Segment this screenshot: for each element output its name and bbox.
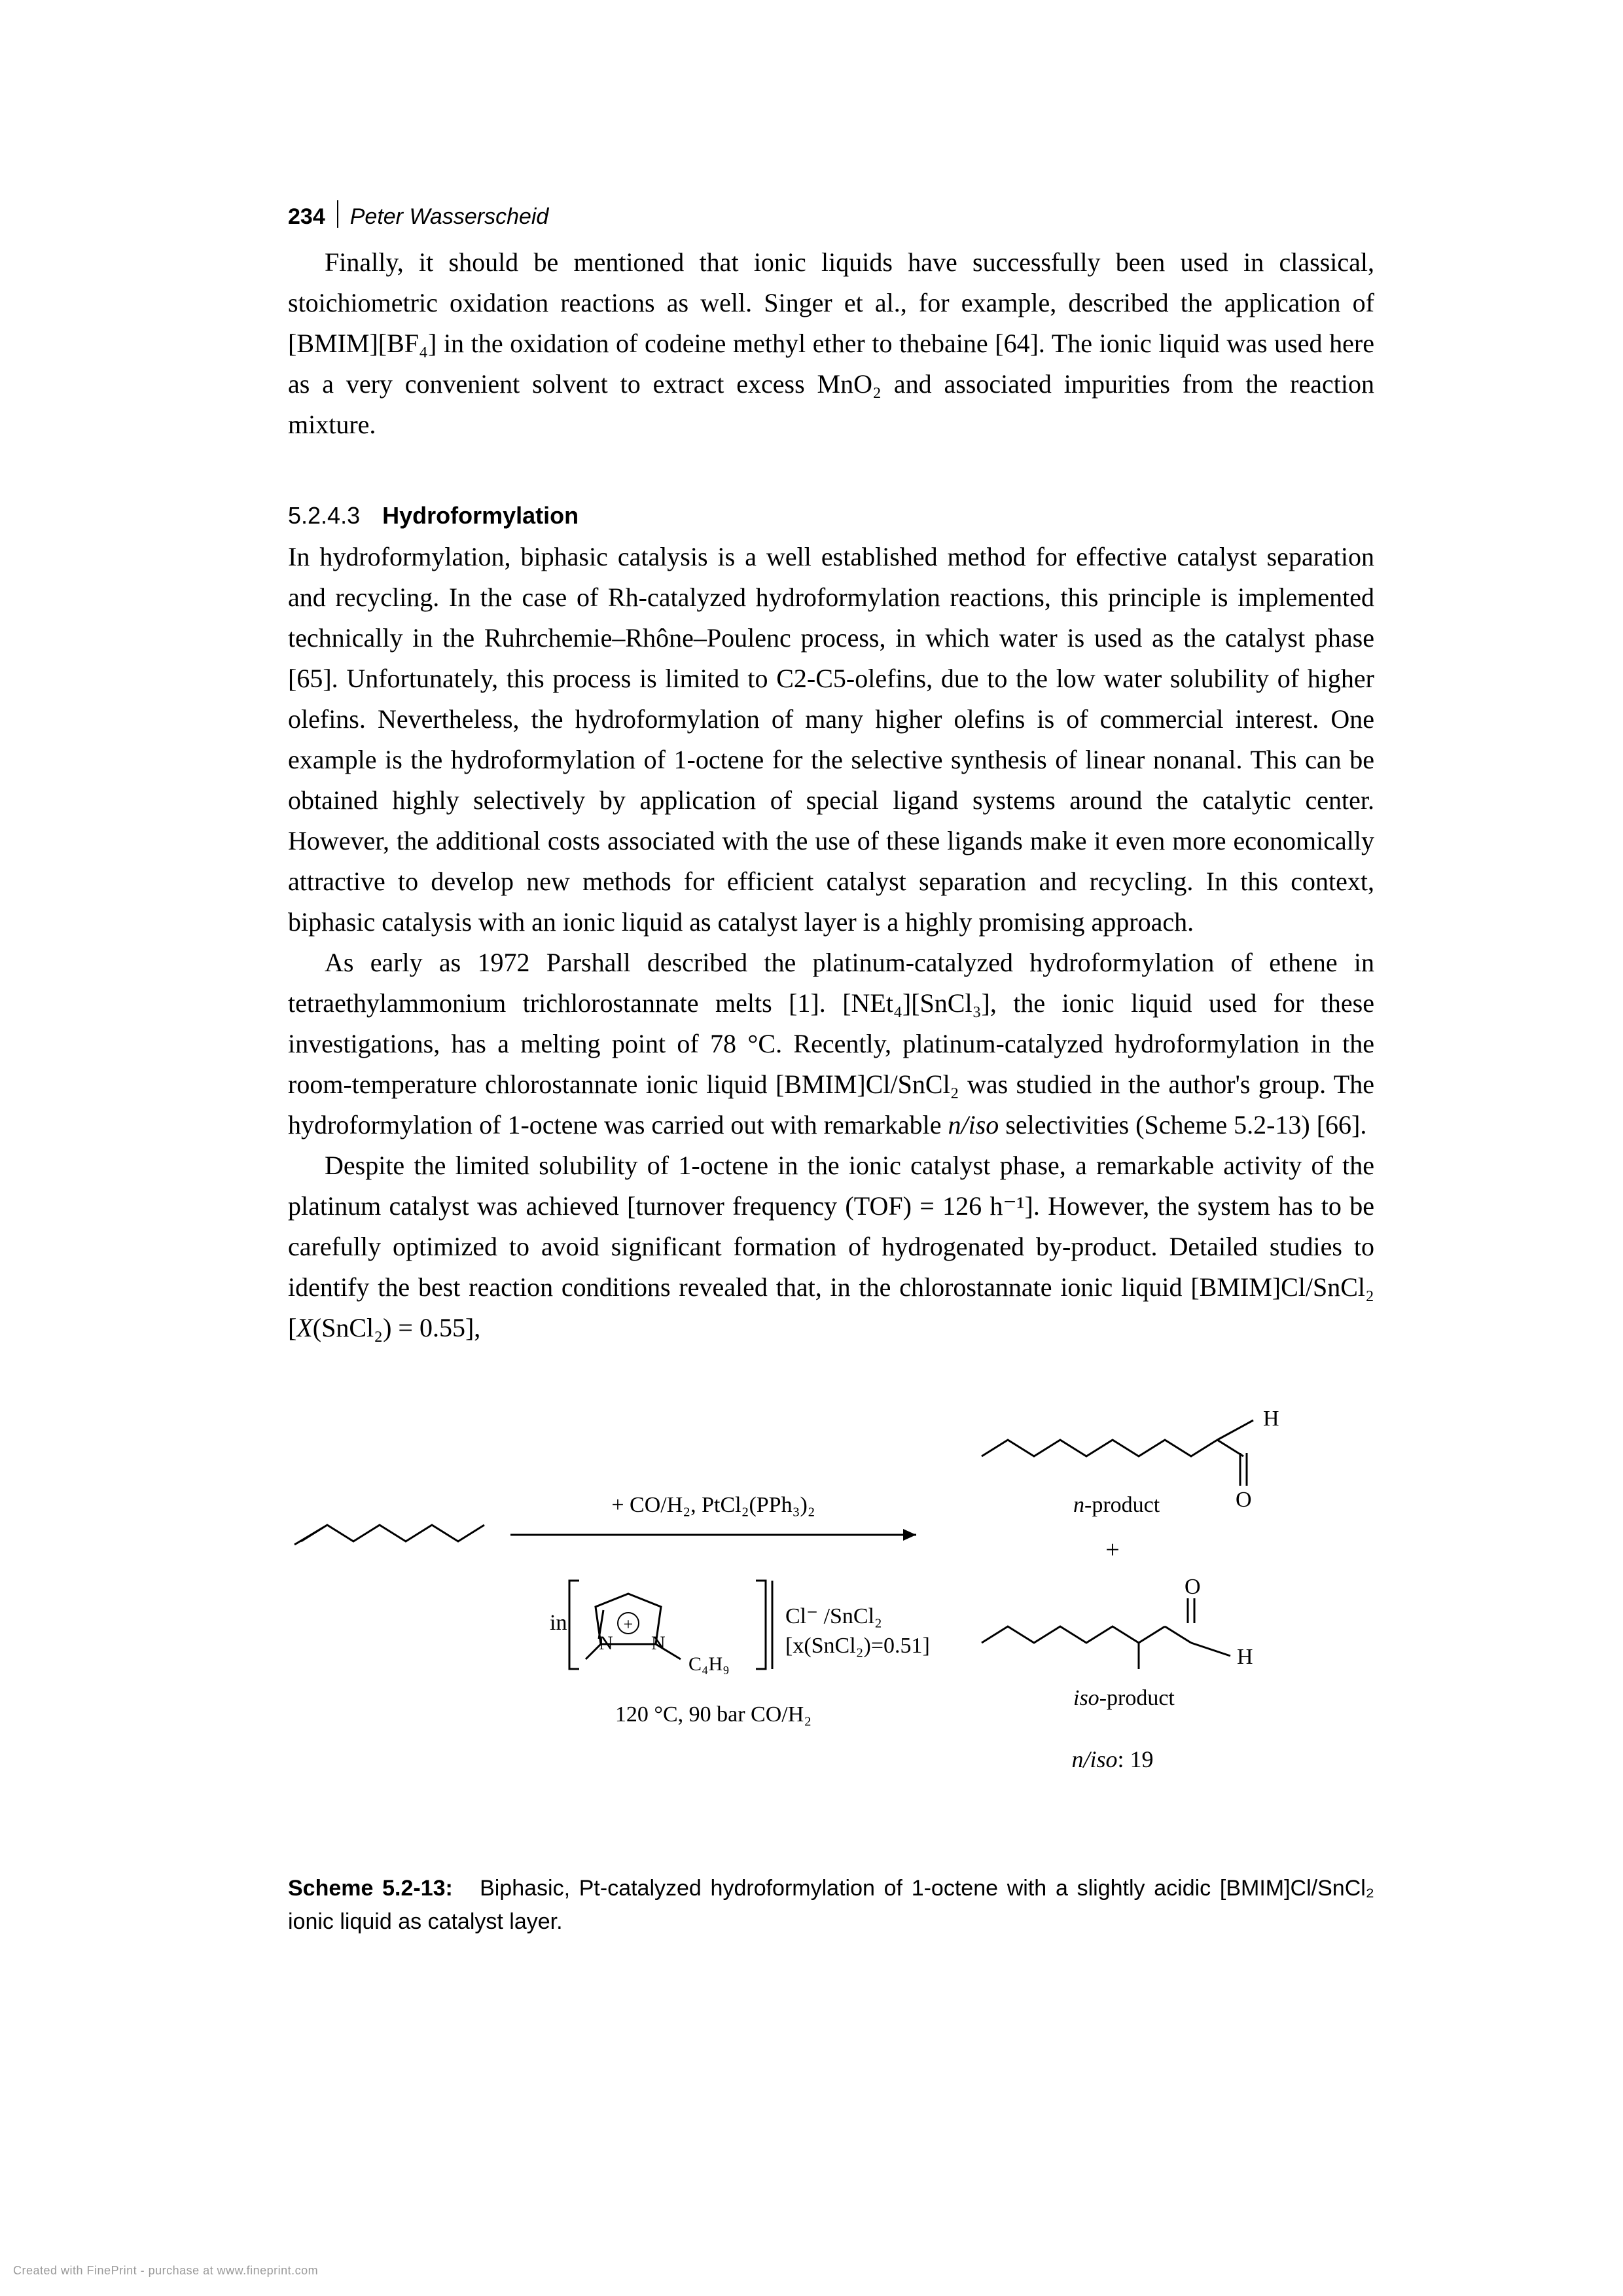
section-heading: 5.2.4.3 Hydroformylation [288, 497, 1374, 534]
ratio-text: n/iso: 19 [1071, 1746, 1153, 1772]
nprod-H: H [1263, 1407, 1279, 1431]
reaction-arrow [510, 1529, 916, 1541]
imidazolium-cation: N N + C₄H₉ [586, 1594, 730, 1675]
cation-plus: + [624, 1615, 633, 1634]
page-container: 234 Peter Wasserscheid Finally, it shoul… [0, 0, 1623, 2296]
section-title: Hydroformylation [382, 502, 579, 529]
scheme-figure: + CO/H₂, PtCl₂(PPh₃)₂ in N N [288, 1388, 1374, 1859]
page-number: 234 [288, 204, 325, 230]
c4h9-label: C₄H₉ [688, 1653, 730, 1675]
il-brackets [569, 1581, 772, 1669]
paragraph-1: In hydroformylation, biphasic catalysis … [288, 537, 1374, 942]
n-left: N [599, 1632, 613, 1654]
scheme-svg: + CO/H₂, PtCl₂(PPh₃)₂ in N N [288, 1388, 1374, 1859]
intro-paragraph: Finally, it should be mentioned that ion… [288, 242, 1374, 445]
isoprod-H: H [1237, 1645, 1253, 1669]
isoprod-O: O [1185, 1575, 1201, 1599]
header-divider [337, 200, 338, 228]
nprod-O: O [1236, 1488, 1252, 1512]
scheme-caption: Scheme 5.2-13: Biphasic, Pt-catalyzed hy… [288, 1872, 1374, 1939]
X-italic: X [296, 1313, 312, 1342]
xcond-label: [x(SnCl₂)=0.51] [785, 1634, 930, 1658]
anion-label: Cl⁻ /SnCl₂ [785, 1604, 882, 1628]
n-right: N [651, 1632, 666, 1654]
section-number: 5.2.4.3 [288, 502, 360, 529]
author-name: Peter Wasserscheid [350, 204, 549, 230]
iso-product-label: iso-product [1073, 1686, 1175, 1710]
running-header: 234 Peter Wasserscheid [288, 196, 548, 230]
body-content: Finally, it should be mentioned that ion… [288, 242, 1374, 1939]
conditions-line: 120 °C, 90 bar CO/H₂ [615, 1702, 812, 1727]
footer-watermark: Created with FinePrint - purchase at www… [13, 2264, 318, 2278]
in-label: in [550, 1611, 567, 1635]
caption-label: Scheme 5.2-13: [288, 1876, 453, 1901]
iso-product-structure [982, 1598, 1230, 1669]
n-product-label: n-product [1073, 1493, 1160, 1517]
paragraph-3: Despite the limited solubility of 1-octe… [288, 1145, 1374, 1348]
p3-text-b: (SnCl₂) = 0.55], [313, 1313, 481, 1342]
n-product-structure [982, 1420, 1253, 1486]
paragraph-2: As early as 1972 Parshall described the … [288, 942, 1374, 1145]
products-plus: + [1105, 1536, 1119, 1564]
p2-text-b: selectivities (Scheme 5.2-13) [66]. [999, 1110, 1366, 1139]
reagent-line: + CO/H₂, PtCl₂(PPh₃)₂ [611, 1493, 815, 1517]
niso-italic: n/iso [948, 1110, 999, 1139]
reactant-octene [294, 1525, 484, 1545]
